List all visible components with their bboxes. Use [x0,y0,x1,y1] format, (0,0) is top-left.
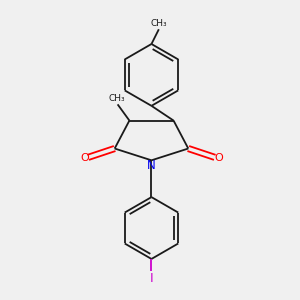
Text: I: I [150,272,153,286]
Text: O: O [214,153,223,163]
Text: CH₃: CH₃ [151,19,167,28]
Text: CH₃: CH₃ [109,94,125,103]
Text: N: N [147,159,156,172]
Text: O: O [80,153,89,163]
